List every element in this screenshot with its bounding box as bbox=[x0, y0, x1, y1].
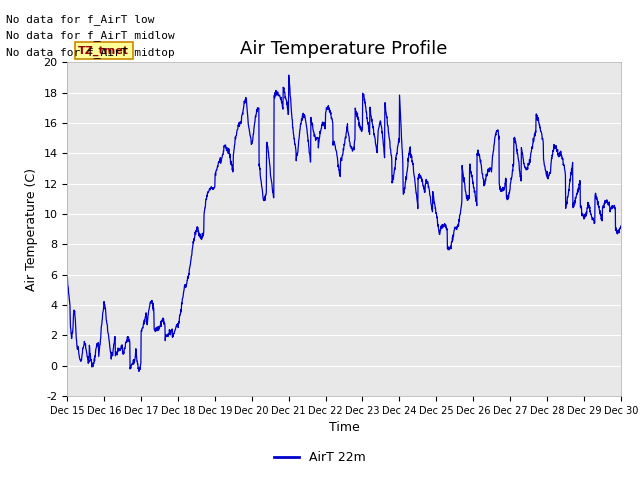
Text: No data for f_AirT midlow: No data for f_AirT midlow bbox=[6, 30, 175, 41]
X-axis label: Time: Time bbox=[328, 421, 360, 434]
Text: TZ_tmet: TZ_tmet bbox=[78, 46, 129, 56]
Text: No data for f_AirT midtop: No data for f_AirT midtop bbox=[6, 47, 175, 58]
Text: No data for f_AirT low: No data for f_AirT low bbox=[6, 13, 155, 24]
Legend: AirT 22m: AirT 22m bbox=[269, 446, 371, 469]
Y-axis label: Air Temperature (C): Air Temperature (C) bbox=[25, 168, 38, 291]
Title: Air Temperature Profile: Air Temperature Profile bbox=[240, 40, 448, 58]
